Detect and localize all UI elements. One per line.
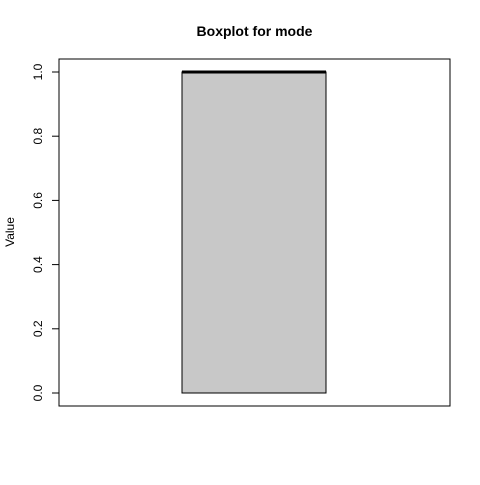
- boxplot-box: [181, 71, 327, 394]
- y-axis: 0.0 0.2 0.4 0.6 0.8 1.0: [31, 63, 60, 401]
- boxplot-box-group: [181, 70, 327, 394]
- chart-title: Boxplot for mode: [197, 23, 313, 39]
- y-tick-label: 0.6: [31, 192, 45, 209]
- y-tick-label: 0.4: [31, 256, 45, 273]
- y-tick-label: 0.8: [31, 128, 45, 145]
- y-tick-label: 1.0: [31, 63, 45, 80]
- y-tick-label: 0.2: [31, 320, 45, 337]
- y-tick-label: 0.0: [31, 384, 45, 401]
- y-axis-label: Value: [3, 217, 17, 247]
